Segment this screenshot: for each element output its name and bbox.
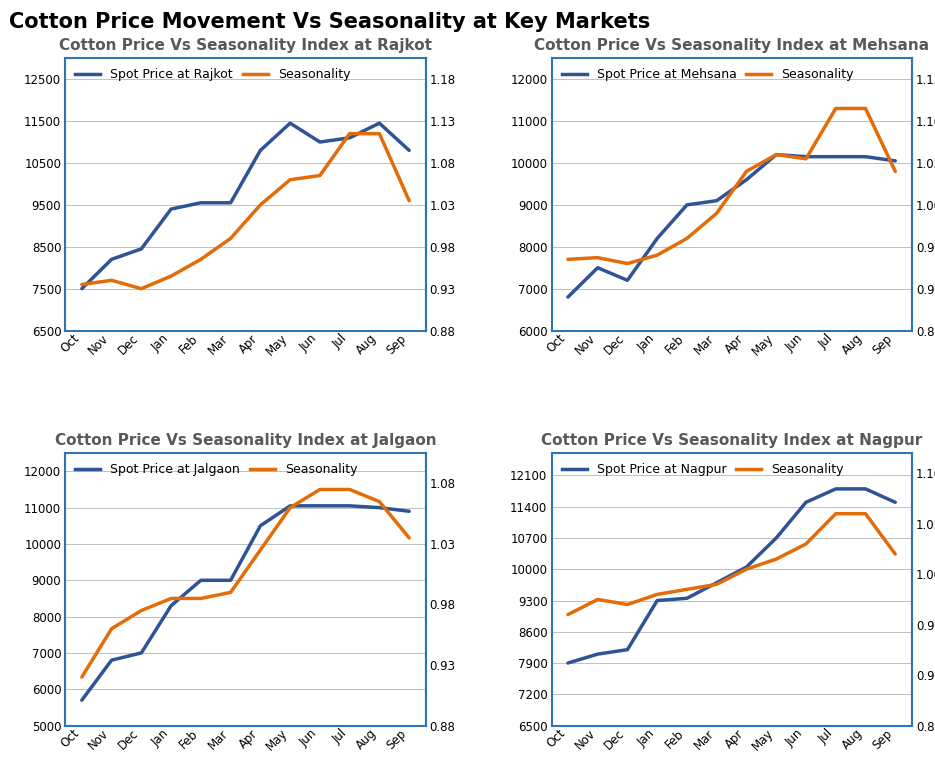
Legend: Spot Price at Jalgaon, Seasonality: Spot Price at Jalgaon, Seasonality xyxy=(72,459,362,480)
Title: Cotton Price Vs Seasonality Index at Rajkot: Cotton Price Vs Seasonality Index at Raj… xyxy=(59,38,432,53)
Legend: Spot Price at Mehsana, Seasonality: Spot Price at Mehsana, Seasonality xyxy=(558,64,857,85)
Text: Cotton Price Movement Vs Seasonality at Key Markets: Cotton Price Movement Vs Seasonality at … xyxy=(9,12,651,32)
Title: Cotton Price Vs Seasonality Index at Nagpur: Cotton Price Vs Seasonality Index at Nag… xyxy=(541,433,922,448)
Title: Cotton Price Vs Seasonality Index at Jalgaon: Cotton Price Vs Seasonality Index at Jal… xyxy=(54,433,437,448)
Legend: Spot Price at Rajkot, Seasonality: Spot Price at Rajkot, Seasonality xyxy=(72,64,354,85)
Legend: Spot Price at Nagpur, Seasonality: Spot Price at Nagpur, Seasonality xyxy=(558,459,847,480)
Title: Cotton Price Vs Seasonality Index at Mehsana: Cotton Price Vs Seasonality Index at Meh… xyxy=(534,38,929,53)
